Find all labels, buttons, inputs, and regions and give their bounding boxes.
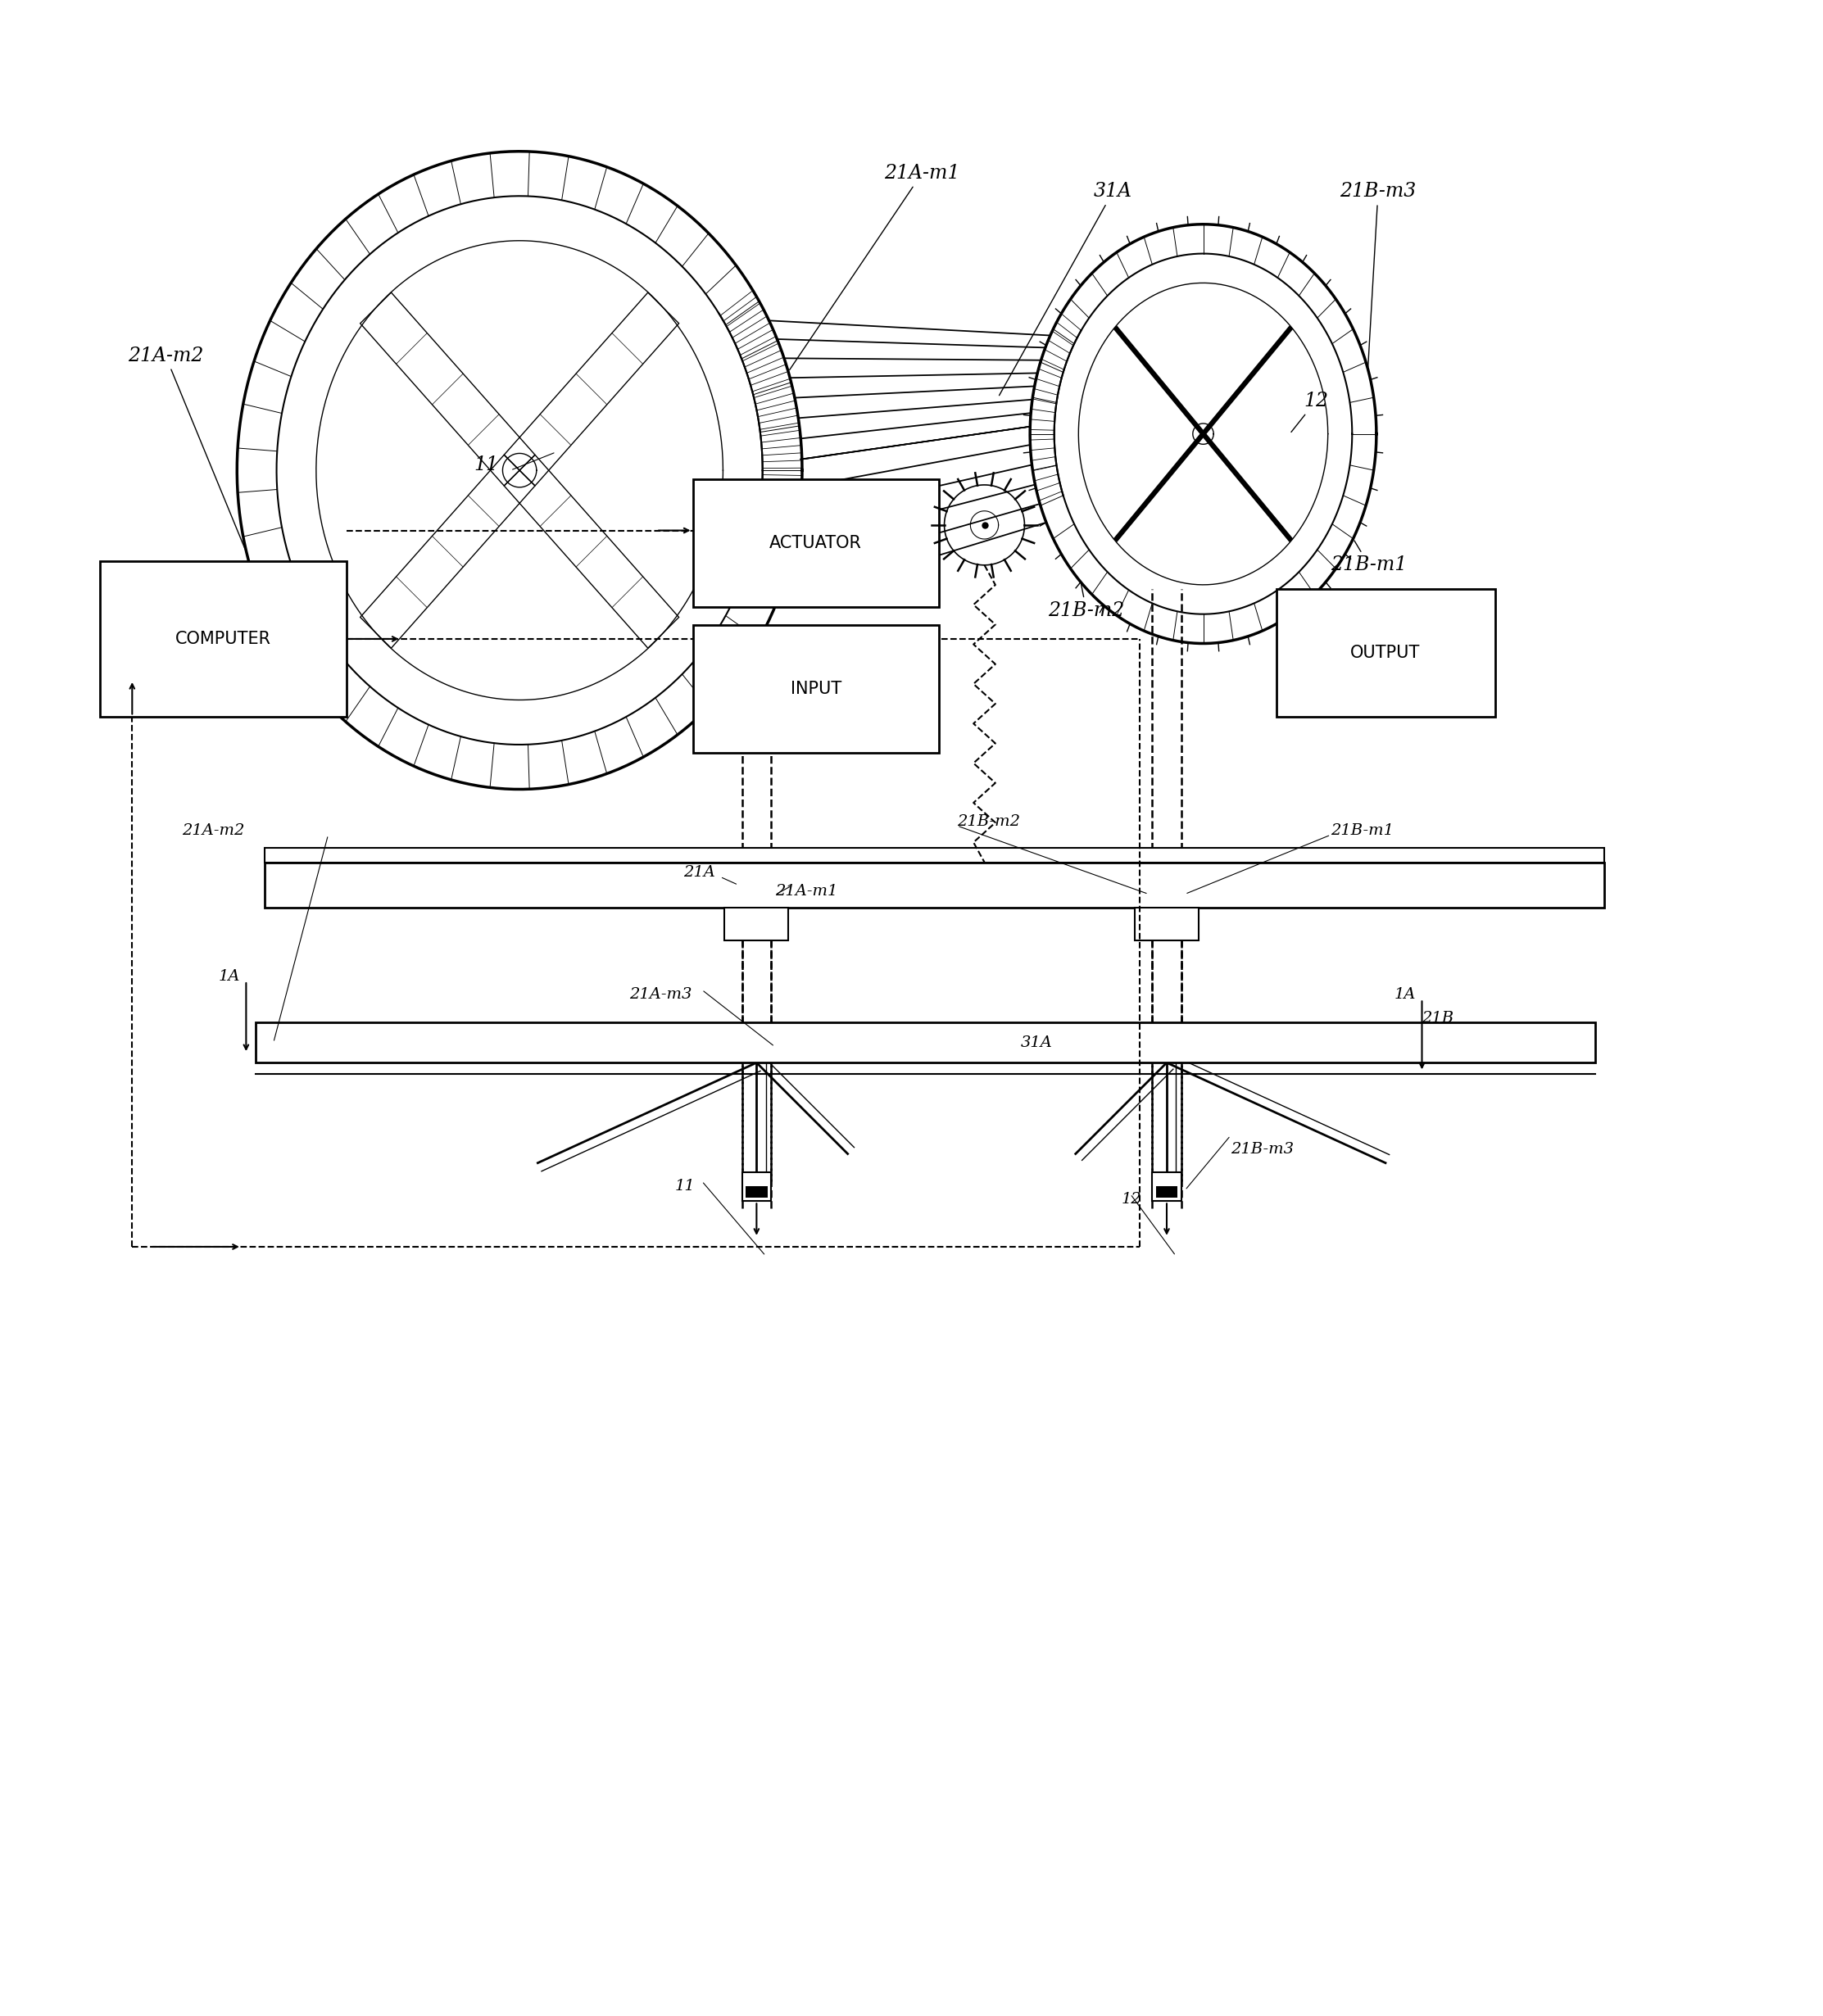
Bar: [1276, 589, 1495, 716]
Polygon shape: [1192, 423, 1214, 444]
Text: 11: 11: [474, 456, 498, 474]
Bar: [1152, 1171, 1181, 1202]
Bar: [1136, 907, 1200, 941]
Text: 21B-m3: 21B-m3: [1340, 181, 1416, 367]
Bar: [264, 847, 1604, 863]
Bar: [264, 863, 1604, 907]
Text: 21A: 21A: [684, 865, 715, 881]
Text: 21B-m1: 21B-m1: [1331, 540, 1407, 575]
Text: ACTUATOR: ACTUATOR: [769, 534, 862, 552]
Text: 12: 12: [1121, 1191, 1141, 1206]
Text: 31A: 31A: [999, 181, 1132, 395]
Text: INPUT: INPUT: [791, 681, 840, 698]
Text: 21B-m2: 21B-m2: [957, 814, 1021, 829]
Text: COMPUTER: COMPUTER: [175, 631, 272, 647]
Text: 21A-m1: 21A-m1: [789, 163, 961, 369]
Text: 21A-m1: 21A-m1: [775, 883, 837, 899]
Text: 1A: 1A: [1395, 988, 1416, 1002]
Text: 21A-m3: 21A-m3: [629, 988, 691, 1002]
Bar: [1156, 1185, 1178, 1198]
Text: 12: 12: [1291, 391, 1327, 431]
Text: 21B-m2: 21B-m2: [1048, 585, 1125, 621]
Text: 21B-m1: 21B-m1: [1331, 823, 1395, 839]
Bar: [746, 1185, 767, 1198]
Polygon shape: [503, 454, 536, 488]
Text: 21B: 21B: [1422, 1012, 1455, 1026]
Bar: [255, 1022, 1595, 1062]
Bar: [100, 560, 346, 716]
Text: 21A-m2: 21A-m2: [128, 347, 246, 550]
Bar: [742, 1171, 771, 1202]
Text: 21A-m2: 21A-m2: [182, 823, 244, 839]
Text: OUTPUT: OUTPUT: [1351, 645, 1420, 661]
Bar: [693, 480, 939, 607]
Bar: [724, 907, 788, 941]
Text: 31A: 31A: [1021, 1036, 1052, 1050]
Text: 21B-m3: 21B-m3: [1231, 1143, 1294, 1157]
Text: 11: 11: [675, 1179, 695, 1193]
Text: 21A-m3: 21A-m3: [237, 629, 337, 714]
Text: 1A: 1A: [219, 970, 241, 984]
Bar: [693, 625, 939, 752]
